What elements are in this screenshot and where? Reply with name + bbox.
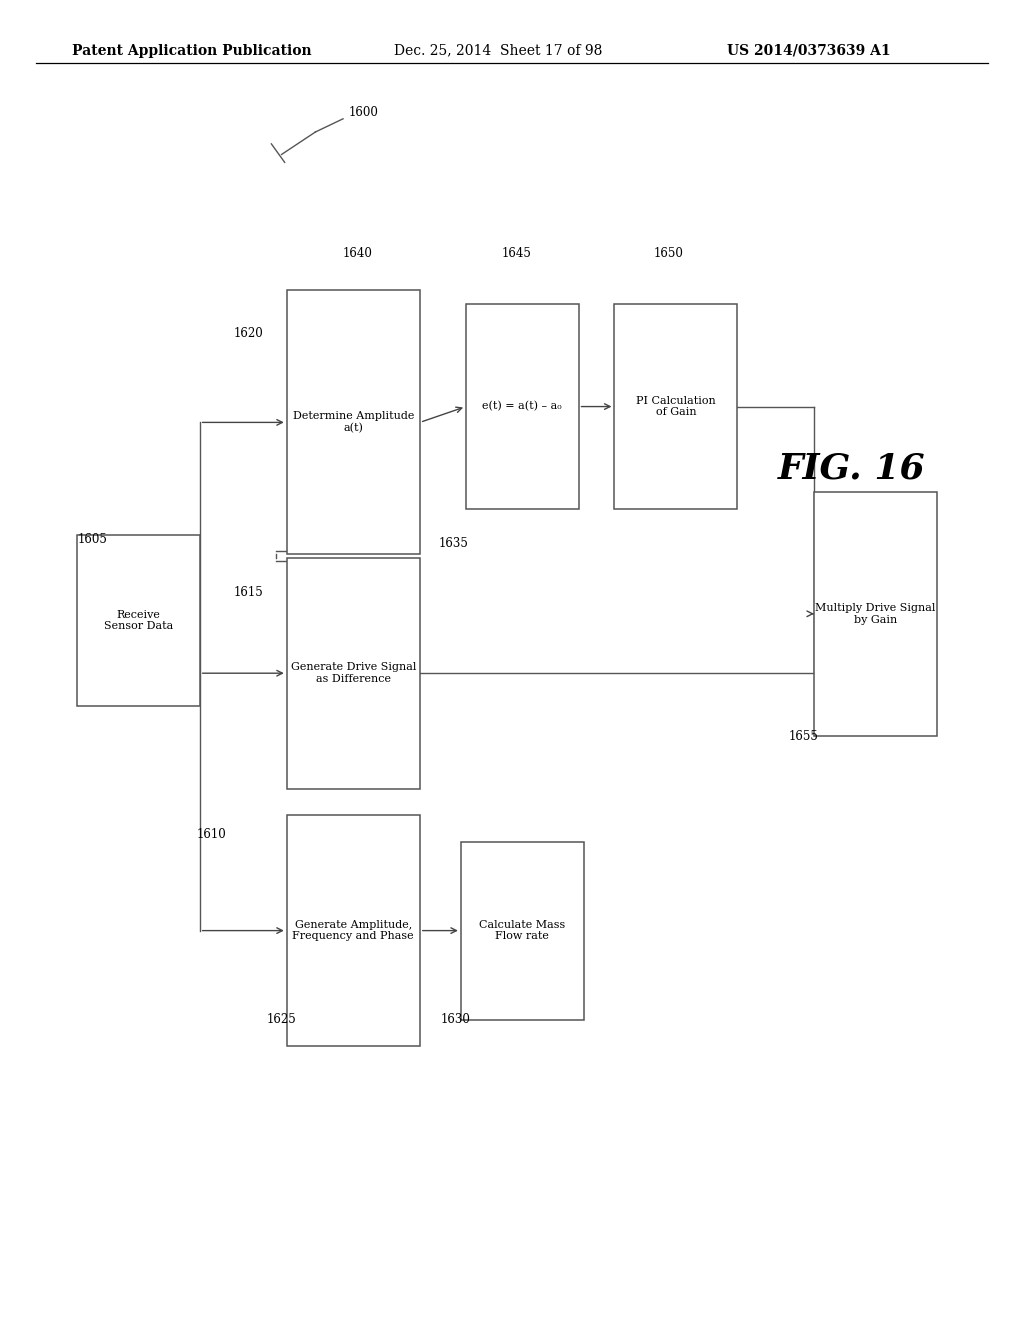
- Text: Generate Drive Signal
as Difference: Generate Drive Signal as Difference: [291, 663, 416, 684]
- Bar: [614, 305, 737, 510]
- Text: 1625: 1625: [266, 1012, 296, 1026]
- Text: 1615: 1615: [233, 586, 263, 599]
- Bar: [466, 305, 579, 510]
- Text: US 2014/0373639 A1: US 2014/0373639 A1: [727, 44, 891, 58]
- Bar: [287, 558, 420, 789]
- Text: 1630: 1630: [440, 1012, 470, 1026]
- Bar: [287, 816, 420, 1045]
- Text: PI Calculation
of Gain: PI Calculation of Gain: [636, 396, 716, 417]
- Bar: [814, 492, 937, 737]
- Text: Patent Application Publication: Patent Application Publication: [72, 44, 311, 58]
- Text: 1600: 1600: [348, 106, 378, 119]
- Text: Multiply Drive Signal
by Gain: Multiply Drive Signal by Gain: [815, 603, 936, 624]
- Text: 1605: 1605: [78, 533, 108, 546]
- Text: Determine Amplitude
a(t): Determine Amplitude a(t): [293, 412, 414, 433]
- Bar: [77, 535, 200, 706]
- Text: 1645: 1645: [502, 247, 531, 260]
- Text: Generate Amplitude,
Frequency and Phase: Generate Amplitude, Frequency and Phase: [293, 920, 414, 941]
- Text: Calculate Mass
Flow rate: Calculate Mass Flow rate: [479, 920, 565, 941]
- Text: Dec. 25, 2014  Sheet 17 of 98: Dec. 25, 2014 Sheet 17 of 98: [394, 44, 602, 58]
- Bar: [461, 842, 584, 1020]
- Text: e(t) = a(t) – a₀: e(t) = a(t) – a₀: [482, 401, 562, 412]
- Text: 1610: 1610: [197, 828, 226, 841]
- Text: 1635: 1635: [438, 537, 468, 550]
- Text: FIG. 16: FIG. 16: [778, 451, 926, 486]
- Bar: [287, 290, 420, 554]
- Text: 1640: 1640: [343, 247, 373, 260]
- Text: 1620: 1620: [233, 327, 263, 341]
- Text: Receive
Sensor Data: Receive Sensor Data: [103, 610, 173, 631]
- Text: 1650: 1650: [653, 247, 683, 260]
- Text: 1655: 1655: [788, 730, 818, 743]
